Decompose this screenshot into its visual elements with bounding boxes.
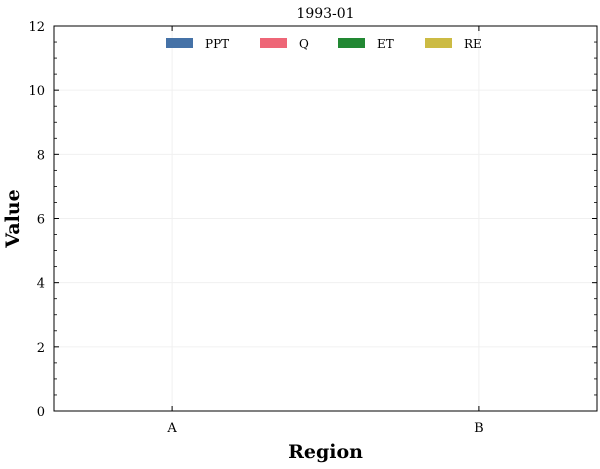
y-tick-label: 8 [37, 148, 45, 163]
legend-label-ppt: PPT [205, 37, 229, 51]
legend-swatch-et [338, 38, 365, 48]
y-tick-label: 6 [37, 213, 45, 228]
y-tick-label: 2 [37, 341, 45, 356]
chart-title: 1993-01 [296, 6, 354, 22]
grid-lines [54, 25, 597, 412]
x-axis-label: Region [288, 441, 363, 463]
y-tick-label: 4 [37, 277, 45, 292]
y-tick-label: 0 [37, 405, 45, 420]
y-tick-label: 12 [28, 20, 45, 35]
x-tick-label: A [166, 421, 177, 436]
x-tick-label: B [474, 421, 484, 436]
legend-swatch-ppt [166, 38, 193, 48]
legend-swatch-re [425, 38, 452, 48]
legend-label-re: RE [464, 37, 482, 51]
y-axis-label: Value [2, 189, 24, 248]
y-tick-label: 10 [28, 84, 45, 99]
legend: PPT Q ET RE [166, 37, 482, 51]
legend-label-q: Q [299, 37, 309, 51]
legend-swatch-q [260, 38, 287, 48]
y-axis-ticks: 0 2 4 6 8 10 12 [28, 20, 597, 420]
legend-label-et: ET [377, 37, 394, 51]
